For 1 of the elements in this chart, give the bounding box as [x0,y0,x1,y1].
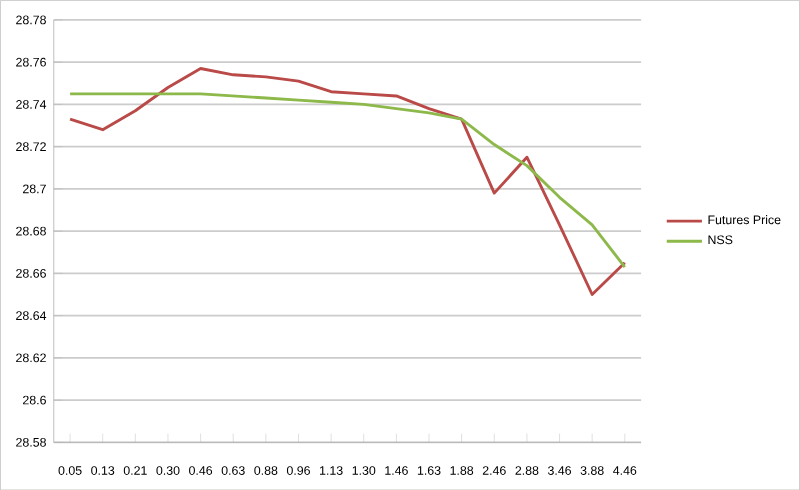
line-series [68,66,627,296]
